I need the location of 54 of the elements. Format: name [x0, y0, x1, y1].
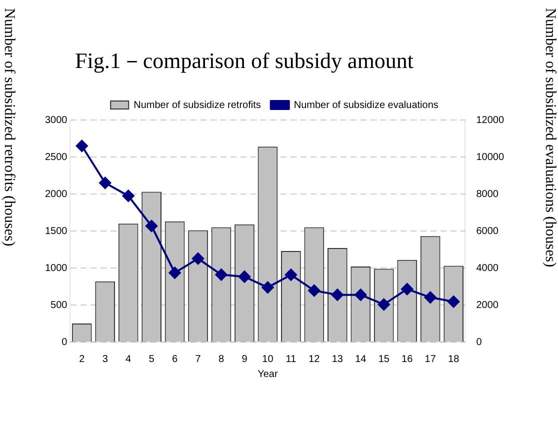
x-tick-label: 14	[355, 354, 367, 365]
x-tick-label: 7	[195, 354, 202, 365]
y-tick-label: 2000	[44, 188, 68, 200]
x-tick-label: 8	[218, 354, 224, 365]
x-tick-label: 11	[286, 354, 297, 365]
legend-label: Number of subsidize evaluations	[294, 100, 438, 111]
point	[215, 268, 228, 281]
point	[122, 190, 134, 202]
y-tick-label: 2500	[44, 152, 68, 163]
point	[76, 140, 88, 152]
point	[284, 268, 297, 281]
y-tick-label: 0	[62, 336, 68, 348]
y2-tick-label: 12000	[476, 114, 504, 126]
point	[331, 288, 344, 301]
x-tick-label: 17	[424, 354, 436, 365]
x-tick-label: 15	[378, 354, 390, 365]
point	[238, 270, 250, 283]
y2-tick-label: 8000	[476, 188, 499, 200]
point	[308, 284, 320, 297]
x-tick-label: 9	[242, 354, 248, 365]
y2-tick-label: 0	[476, 336, 482, 348]
y-tick-label: 1000	[44, 262, 68, 274]
x-axis-title: Year	[258, 368, 278, 380]
x-tick-label: 18	[448, 354, 460, 365]
point	[146, 220, 158, 232]
x-tick-label: 16	[402, 354, 414, 365]
point	[424, 291, 436, 304]
x-tick-label: 3	[102, 354, 108, 365]
point	[401, 283, 414, 296]
point	[354, 288, 367, 301]
y2-tick-label: 6000	[476, 226, 499, 237]
y-tick-label: 3000	[44, 114, 68, 126]
x-tick-label: 6	[172, 354, 178, 365]
y2-tick-label: 2000	[476, 300, 499, 311]
y2-tick-label: 4000	[476, 262, 499, 274]
y-axis-title: Number of subsidized retrofits (houses)	[0, 8, 17, 246]
x-tick-label: 12	[308, 354, 320, 365]
x-tick-label: 10	[262, 354, 274, 365]
legend-label: Number of subsidize retrofits	[134, 100, 261, 111]
x-tick-label: 2	[79, 354, 86, 365]
y-tick-label: 1500	[44, 226, 68, 237]
point	[378, 298, 390, 310]
point	[448, 296, 460, 308]
chart-title: Fig.1－comparison of subsidy amount	[75, 47, 414, 75]
point	[192, 252, 204, 265]
x-tick-label: 13	[332, 354, 344, 365]
x-tick-label: 4	[126, 354, 132, 365]
point	[262, 281, 274, 294]
point	[168, 266, 181, 279]
y-tick-label: 500	[50, 300, 68, 311]
y2-tick-label: 10000	[476, 152, 504, 163]
x-tick-label: 5	[148, 354, 155, 365]
point	[99, 176, 112, 189]
y2-axis-title: Number of subsidized evaluations (houses)	[541, 8, 558, 268]
